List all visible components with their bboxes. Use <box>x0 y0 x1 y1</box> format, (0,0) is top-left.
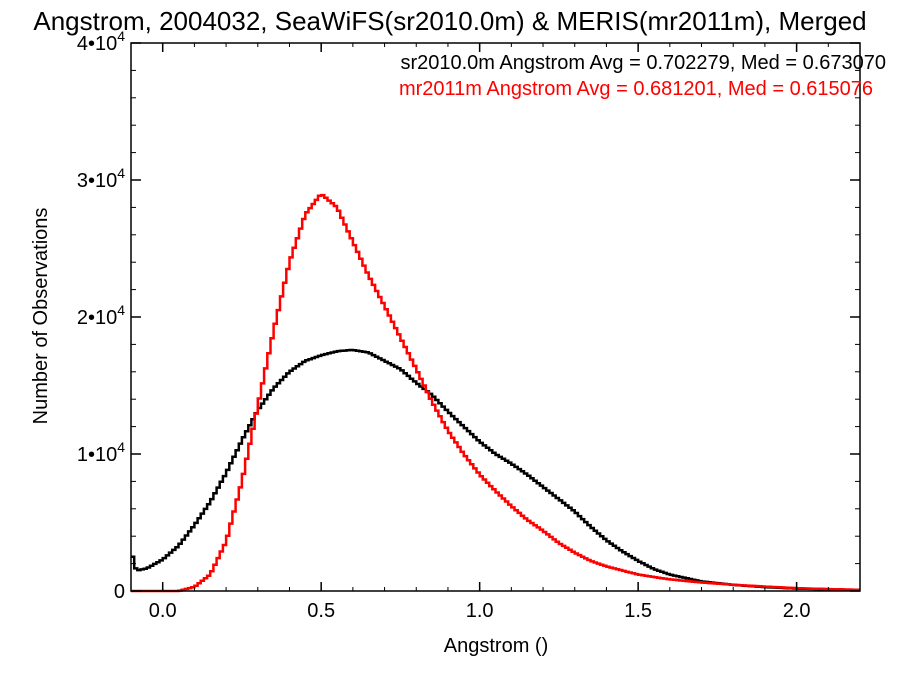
x-tick-label: 2.0 <box>783 600 811 622</box>
legend-entry-sr2010: sr2010.0m Angstrom Avg = 0.702279, Med =… <box>400 52 886 74</box>
series-line-mr2011m <box>131 193 860 593</box>
legend-entry-mr2011: mr2011m Angstrom Avg = 0.681201, Med = 0… <box>399 78 873 100</box>
legend: sr2010.0m Angstrom Avg = 0.702279, Med =… <box>399 52 886 100</box>
y-tick-label: 3•104 <box>77 165 125 192</box>
y-tick-label: 1•104 <box>77 439 125 466</box>
x-tick-label: 1.0 <box>466 600 494 622</box>
x-tick-label: 0.0 <box>149 600 177 622</box>
y-tick-label: 2•104 <box>77 302 125 329</box>
x-tick-label: 0.5 <box>307 600 335 622</box>
plot-frame <box>130 42 861 592</box>
x-tick-label: 1.5 <box>624 600 652 622</box>
x-axis: 0.0 0.5 1.0 1.5 2.0 <box>130 43 861 622</box>
y-tick-label: 0 <box>114 581 125 603</box>
x-axis-label: Angstrom () <box>444 635 548 657</box>
y-axis: 0 1•104 2•104 3•104 4•104 <box>77 28 860 603</box>
chart-title: Angstrom, 2004032, SeaWiFS(sr2010.0m) & … <box>33 6 866 36</box>
series-lines <box>131 193 860 593</box>
y-axis-label: Number of Observations <box>30 208 52 425</box>
y-tick-label: 4•104 <box>77 28 125 55</box>
series-line-sr2010-0m <box>131 348 860 592</box>
